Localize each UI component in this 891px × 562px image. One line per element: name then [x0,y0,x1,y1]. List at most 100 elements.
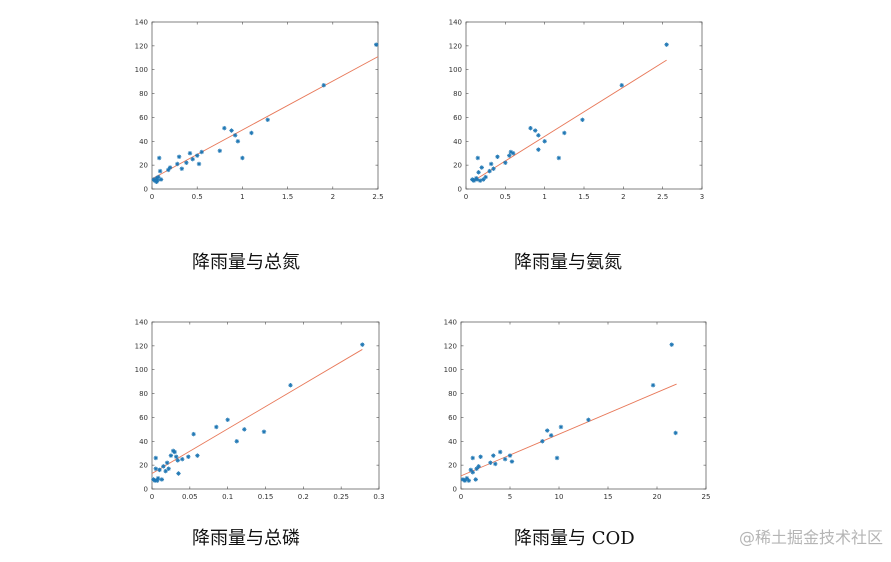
y-tick-label: 20 [453,162,462,170]
data-point [225,417,230,423]
y-tick-label: 60 [139,114,148,122]
data-point [462,478,468,483]
data-point [155,476,161,481]
data-point [586,417,591,423]
data-point [161,464,166,469]
x-tick-label: 20 [653,493,662,501]
data-point [186,454,191,459]
data-point [229,128,234,133]
x-tick-label: 0.2 [298,493,309,501]
y-tick-label: 80 [139,90,148,98]
data-point [556,155,562,161]
x-tick-label: 0.3 [373,493,384,501]
data-point [234,439,239,444]
y-tick-label: 140 [135,19,148,27]
data-point [172,449,177,455]
x-tick-label: 0.15 [258,493,274,501]
data-point [199,149,204,155]
x-tick-label: 0.25 [333,493,349,501]
y-tick-label: 80 [453,90,462,98]
data-point [174,454,179,459]
data-point [184,160,189,165]
y-tick-label: 0 [453,486,457,494]
data-point [373,42,379,47]
data-point [261,429,267,434]
data-point [558,424,564,430]
data-point [158,177,164,182]
data-point [498,449,503,455]
y-tick-label: 140 [444,319,457,327]
x-tick-label: 0 [464,193,468,201]
data-point [470,455,475,461]
x-tick-label: 15 [604,493,613,501]
data-point [217,148,222,154]
data-point [533,128,538,133]
y-tick-label: 80 [139,390,148,398]
x-tick-label: 5 [508,493,512,501]
data-point [190,156,195,162]
data-point [664,42,669,47]
data-point [240,155,245,161]
y-tick-label: 20 [139,162,148,170]
data-point [509,459,515,464]
data-point [545,428,550,433]
caption-0: 降雨量与总氮 [192,252,300,273]
data-point [650,383,656,388]
data-point [288,383,293,388]
data-point [242,427,247,432]
data-point [265,117,270,123]
x-tick-label: 1.5 [282,193,293,201]
y-tick-label: 120 [135,42,148,50]
fit-line [151,56,379,180]
y-tick-label: 60 [448,414,457,422]
x-tick-label: 25 [702,493,711,501]
x-tick-label: 2.5 [372,193,383,201]
data-point [503,160,508,165]
data-point [163,468,168,474]
y-tick-label: 40 [453,138,462,146]
data-point [507,453,513,458]
data-point [619,83,624,88]
data-point [554,455,560,461]
data-point [487,168,492,174]
data-point [477,178,483,183]
data-point [473,477,478,482]
data-point [491,453,496,458]
data-point [179,166,185,171]
data-point [562,130,567,136]
data-point [495,154,500,159]
caption-3: 降雨量与 COD [514,528,635,549]
caption-2: 降雨量与总磷 [192,528,300,549]
data-point [483,174,488,180]
data-point [167,165,173,170]
data-point [542,139,547,144]
y-tick-label: 0 [144,486,148,494]
data-point [476,464,481,469]
data-point [195,153,200,158]
data-point [157,155,162,161]
y-tick-label: 0 [144,186,148,194]
data-point [488,161,494,167]
y-tick-label: 100 [135,66,148,74]
data-point [360,342,365,347]
y-tick-label: 80 [448,390,457,398]
data-point [673,430,678,436]
data-point [474,466,479,471]
y-tick-label: 100 [444,366,457,374]
data-point [196,161,202,167]
data-point [166,167,171,173]
fit-line [151,349,363,474]
data-point [155,178,160,183]
y-tick-label: 140 [135,319,148,327]
data-point [540,439,545,444]
data-point [195,453,200,458]
data-point [187,151,193,156]
data-point [175,458,180,463]
y-tick-label: 60 [453,114,462,122]
data-point [475,155,480,161]
x-tick-label: 2.5 [657,193,668,201]
data-point [580,117,585,123]
chart-0: 0 0.5 1 1.5 2 2.5 0 20 40 60 80 100 120 140 [135,19,384,202]
y-tick-label: 140 [449,19,462,27]
